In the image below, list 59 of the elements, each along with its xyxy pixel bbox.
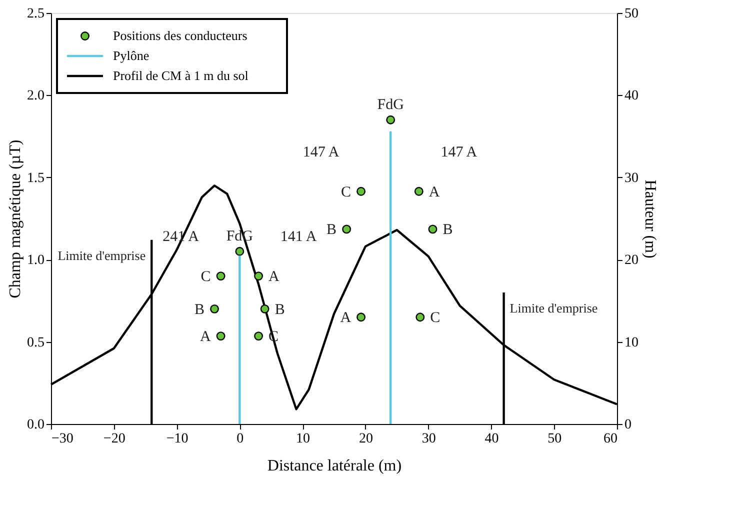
x-tick-label: 30	[422, 432, 436, 446]
x-tick-label: 60	[604, 432, 618, 446]
annotation: Limite d'emprise	[510, 300, 598, 316]
data-label: C	[200, 269, 211, 286]
y-axis-title: Champ magnétique (µT)	[7, 140, 24, 298]
data-label: C	[341, 184, 352, 200]
point	[210, 304, 219, 314]
x-tick-label: −10	[166, 432, 188, 446]
point	[254, 332, 264, 341]
y2-tick-label: 10	[624, 335, 638, 350]
legend-label: Pylône	[113, 48, 150, 63]
y-tick-label: 2.5	[27, 6, 44, 22]
legend-label: Positions des conducteurs	[113, 28, 248, 43]
point	[416, 312, 425, 322]
y-tick-label: 0.0	[27, 418, 44, 432]
y-tick-label: 2.0	[27, 88, 44, 104]
data-label: A	[200, 329, 211, 346]
data-label: B	[326, 222, 337, 238]
y2-axis-title: Hauteur (m)	[642, 180, 658, 258]
y2-tick-label: 0	[624, 418, 632, 432]
y2-tick-label: 20	[624, 253, 638, 268]
x-tick-label: 20	[358, 432, 373, 446]
data-label: A	[268, 269, 280, 286]
legend-label: Profil de CM à 1 m du sol	[113, 68, 249, 83]
y-tick-label: 0.5	[27, 335, 44, 350]
x-tick-label: −30	[52, 432, 74, 446]
x-axis-title: Distance latérale (m)	[267, 458, 402, 474]
annotation: Limite d'emprise	[58, 248, 146, 263]
point	[216, 272, 226, 281]
point	[356, 312, 366, 322]
y2-tick-label: 40	[624, 88, 638, 104]
point	[260, 304, 270, 314]
x-tick-label: 10	[296, 432, 310, 446]
point	[216, 332, 226, 341]
y2-tick-label: 30	[624, 170, 638, 186]
x-tick-label: 50	[548, 432, 562, 446]
annotation: 147 A	[302, 144, 340, 160]
point	[356, 186, 366, 196]
annotation: 147 A	[440, 144, 478, 160]
point	[235, 246, 244, 256]
y-tick-label: 1.5	[27, 170, 44, 186]
data-label: FdG	[377, 96, 404, 113]
annotation: 141 A	[280, 229, 317, 246]
point	[342, 224, 352, 234]
x-tick-label: 40	[484, 432, 499, 446]
data-label: B	[194, 302, 205, 318]
data-label: B	[442, 222, 453, 238]
point	[428, 224, 438, 234]
point	[414, 186, 424, 196]
point	[386, 115, 396, 124]
y-tick-label: 1.0	[27, 253, 44, 268]
point	[254, 272, 264, 281]
x-tick-label: 0	[236, 432, 244, 446]
y2-tick-label: 50	[624, 6, 638, 22]
data-label: B	[274, 302, 285, 318]
data-label: C	[430, 310, 440, 326]
x-tick-label: −20	[103, 432, 126, 446]
data-label: A	[428, 184, 440, 200]
data-label: A	[340, 310, 352, 326]
